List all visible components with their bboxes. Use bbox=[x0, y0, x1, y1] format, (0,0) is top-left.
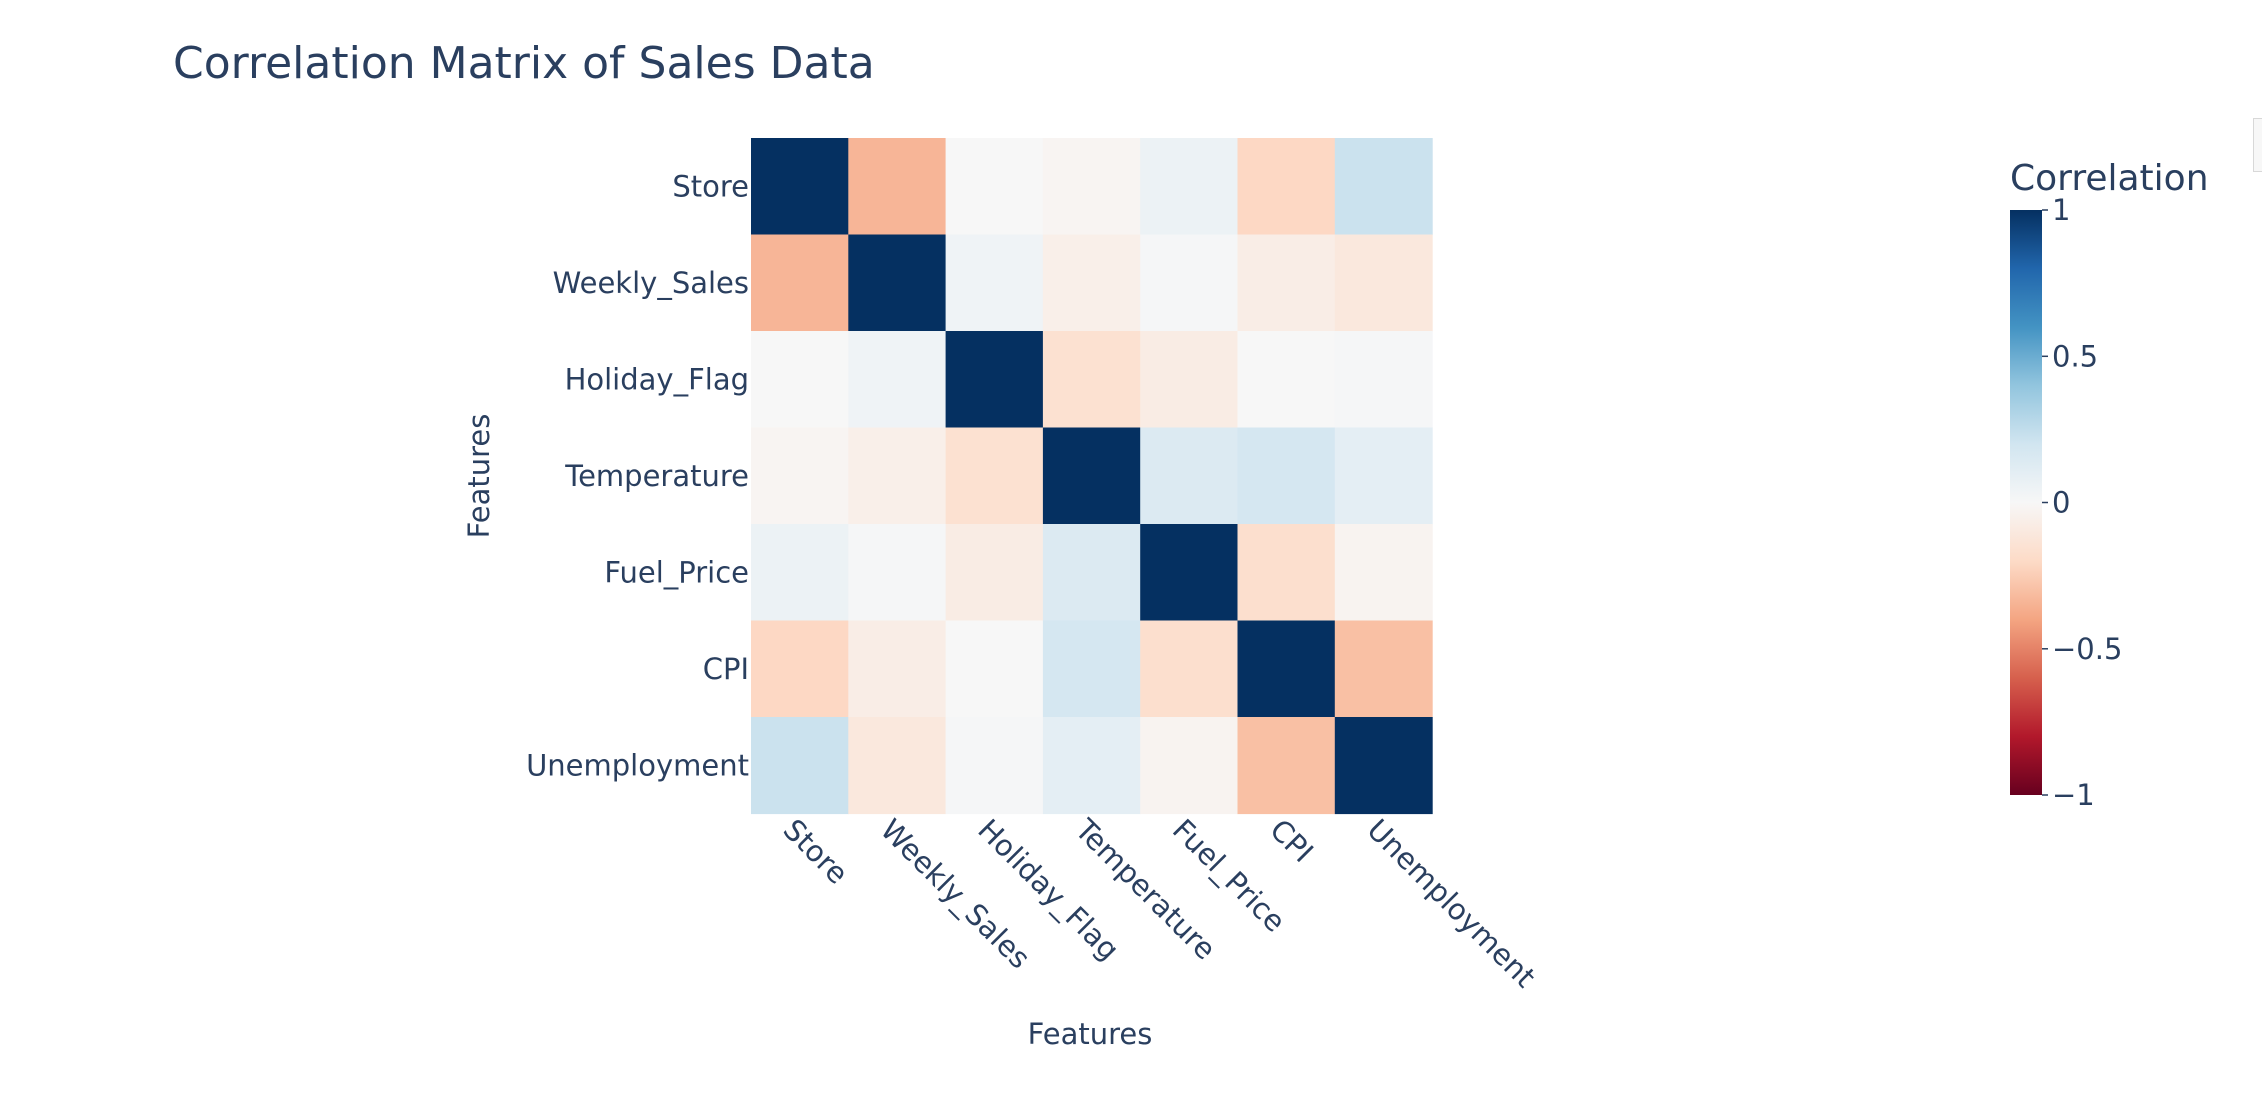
heatmap-cell bbox=[751, 524, 849, 622]
heatmap-cell bbox=[1140, 138, 1239, 236]
heatmap-cell bbox=[848, 620, 947, 718]
heatmap-cell bbox=[1042, 717, 1141, 815]
heatmap-cell bbox=[1334, 138, 1433, 236]
y-tick-label: Fuel_Price bbox=[604, 555, 749, 589]
x-axis-title: Features bbox=[1028, 1017, 1153, 1051]
heatmap-cell bbox=[945, 138, 1044, 236]
heatmap-cell bbox=[751, 717, 849, 815]
heatmap-cell bbox=[1334, 524, 1433, 622]
heatmap-cell bbox=[945, 620, 1044, 718]
y-tick-label: Store bbox=[672, 169, 749, 203]
heatmap-cell bbox=[1140, 234, 1239, 332]
heatmap-cell bbox=[945, 427, 1044, 525]
heatmap-cell bbox=[751, 620, 849, 718]
heatmap-cell bbox=[1237, 524, 1336, 622]
heatmap-cell bbox=[751, 331, 849, 429]
heatmap-cell bbox=[1042, 138, 1141, 236]
heatmap-cell bbox=[1140, 331, 1239, 429]
heatmap-cell bbox=[945, 717, 1044, 815]
heatmap-cell bbox=[945, 524, 1044, 622]
heatmap-cell bbox=[1237, 331, 1336, 429]
heatmap-cell bbox=[1237, 138, 1336, 236]
heatmap-cell bbox=[1042, 331, 1141, 429]
heatmap-cell bbox=[751, 427, 849, 525]
heatmap-cell bbox=[1334, 717, 1433, 815]
heatmap-cell bbox=[1334, 234, 1433, 332]
heatmap-cell bbox=[1042, 524, 1141, 622]
heatmap-cell bbox=[1334, 620, 1433, 718]
colorbar-ticks: 1 0.5 0 −0.5 −1 bbox=[2042, 193, 2122, 812]
colorbar-tick-label: 0 bbox=[2052, 486, 2070, 520]
heatmap-cell bbox=[848, 234, 947, 332]
colorbar-gradient bbox=[2010, 210, 2042, 795]
heatmap-cell bbox=[751, 138, 849, 236]
heatmap-cell bbox=[751, 234, 849, 332]
colorbar-tick-label: −1 bbox=[2052, 778, 2095, 812]
heatmap-cell bbox=[1042, 620, 1141, 718]
heatmap-cell bbox=[945, 331, 1044, 429]
y-tick-label: Holiday_Flag bbox=[565, 362, 749, 396]
heatmap-cell bbox=[1140, 620, 1239, 718]
y-axis-title: Features bbox=[462, 414, 496, 539]
heatmap-cell bbox=[1140, 717, 1239, 815]
x-tick-label: CPI bbox=[1263, 812, 1320, 869]
colorbar-tick-label: 0.5 bbox=[2052, 339, 2098, 373]
colorbar-title: Correlation bbox=[2010, 158, 2209, 199]
heatmap-cell bbox=[1042, 427, 1141, 525]
heatmap-cell bbox=[848, 427, 947, 525]
heatmap-cell bbox=[848, 331, 947, 429]
y-axis-tick-labels: Store Weekly_Sales Holiday_Flag Temperature… bbox=[526, 169, 749, 782]
x-tick-label: Store bbox=[777, 812, 855, 890]
heatmap-cell bbox=[848, 717, 947, 815]
y-tick-label: Weekly_Sales bbox=[553, 266, 749, 300]
heatmap-cell bbox=[1237, 427, 1336, 525]
colorbar-tick-label: 1 bbox=[2052, 193, 2070, 227]
y-tick-label: Temperature bbox=[564, 459, 749, 493]
y-tick-label: CPI bbox=[703, 652, 749, 686]
edge-handle[interactable] bbox=[2253, 118, 2262, 172]
colorbar-tick-label: −0.5 bbox=[2052, 632, 2122, 666]
heatmap-cell bbox=[1042, 234, 1141, 332]
heatmap-cell bbox=[945, 234, 1044, 332]
chart-title: Correlation Matrix of Sales Data bbox=[173, 38, 875, 89]
heatmap-cell bbox=[848, 524, 947, 622]
heatmap-cells bbox=[751, 138, 1433, 815]
y-tick-label: Unemployment bbox=[526, 748, 749, 782]
heatmap-cell bbox=[1140, 427, 1239, 525]
heatmap-cell bbox=[1237, 717, 1336, 815]
heatmap-cell bbox=[1334, 331, 1433, 429]
heatmap-cell bbox=[1140, 524, 1239, 622]
x-axis-tick-labels: Store Weekly_SalesHoliday_FlagTemperature… bbox=[777, 812, 1543, 994]
heatmap-cell bbox=[1237, 620, 1336, 718]
heatmap-cell bbox=[1237, 234, 1336, 332]
heatmap-cell bbox=[848, 138, 947, 236]
heatmap-cell bbox=[1334, 427, 1433, 525]
x-tick-label: Unemployment bbox=[1361, 812, 1543, 994]
